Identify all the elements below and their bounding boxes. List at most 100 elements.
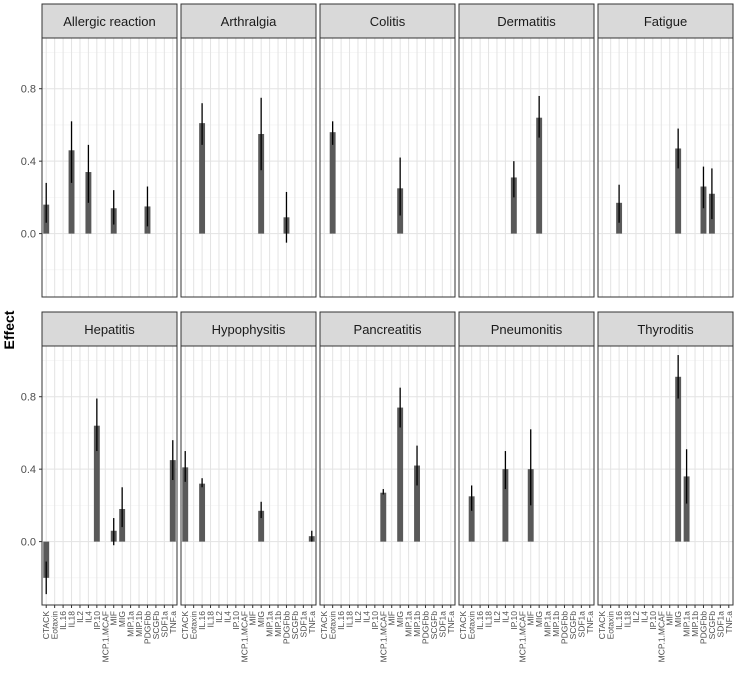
x-tick-label: IL4 [639,611,649,623]
x-tick-label: Eotaxin [467,611,477,640]
x-tick-label: MCP.1.MCAF [378,611,388,662]
x-tick-label: IL18 [67,611,77,628]
bar-MIG [536,117,543,234]
x-tick-label: IL2 [492,611,502,623]
y-axis-title: Effect [1,310,17,349]
x-tick-label: SDF1a [437,611,447,638]
x-tick-label: SCGFb [151,611,161,640]
x-tick-label: TNF.a [446,611,456,634]
facet-title: Fatigue [644,14,687,29]
facet-title: Colitis [370,14,406,29]
plot-area [42,346,177,605]
plot-area [459,38,594,297]
x-tick-label: PDGFbb [559,611,569,644]
x-tick-label: MIG [117,611,127,627]
panel-fatigue: Fatigue [597,3,734,298]
panel-arthralgia: Arthralgia [180,3,317,298]
panel-pneumonitis: Pneumonitis CTACKEotaxinIL.16IL18IL2IL4IP… [458,311,595,662]
facet-strip [458,311,595,347]
x-tick-label: MIP.1b [690,611,700,637]
x-tick-label: Eotaxin [50,611,60,640]
plot-area [320,346,455,605]
x-tick-label: MIP.1a [543,611,553,637]
facet-strip [319,3,456,39]
facet-title: Hypophysitis [212,322,286,337]
x-tick-label: IL2 [75,611,85,623]
x-tick-label: IL2 [631,611,641,623]
x-tick-label: MIF [109,611,119,626]
x-tick-label: MIG [395,611,405,627]
x-tick-label: MIP.1a [265,611,275,637]
x-tick-label: MCP.1.MCAF [100,611,110,662]
bar-IL.16 [199,123,206,234]
panel-border [41,345,178,606]
x-tick-label: MCP.1.MCAF [517,611,527,662]
x-tick-label: MIP.1b [273,611,283,637]
x-tick-label: IL2 [353,611,363,623]
panel-border [180,37,317,298]
facet-title: Thyroditis [637,322,694,337]
x-tick-label: MCP.1.MCAF [239,611,249,662]
panel-border [458,345,595,606]
bar-PDGFbb [700,186,707,234]
facet-title: Pancreatitis [354,322,422,337]
x-tick-label: IP.10 [370,611,380,630]
bar-TNF.a [169,460,176,542]
facet-title: Arthralgia [221,14,277,29]
x-tick-label: IL.16 [58,611,68,630]
x-tick-label: MCP.1.MCAF [656,611,666,662]
panel-hepatitis: Hepatitis0.00.40.8CTACKEotaxinIL.16IL18I… [21,311,178,662]
plot-area [320,38,455,297]
x-tick-label: MIP.1a [126,611,136,637]
panel-dermatitis: Dermatitis [458,3,595,298]
x-tick-label: IP.10 [648,611,658,630]
y-tick-label: 0.4 [21,156,36,168]
facet-strip [41,3,178,39]
x-tick-label: IL18 [206,611,216,628]
x-tick-label: TNF.a [585,611,595,634]
x-tick-label: IP.10 [92,611,102,630]
y-tick-label: 0.8 [21,84,36,96]
panel-allergic-reaction: Allergic reaction 0.0 0.4 0.8 [21,3,178,298]
x-tick-label: MIF [665,611,675,626]
x-tick-label: SDF1a [715,611,725,638]
bar-IL18 [68,150,75,234]
x-tick-label: MIG [256,611,266,627]
bar-MIP.1b [414,465,420,542]
x-tick-label: SCGFb [290,611,300,640]
x-tick-label: MIP.1b [134,611,144,637]
panel-colitis: Colitis [319,3,456,298]
x-tick-label: TNF.a [168,611,178,634]
x-tick-label: MIP.1b [551,611,561,637]
facet-panels: Allergic reaction 0.0 0.4 0.8 Arthralgia Coli… [21,3,734,662]
x-tick-label: SDF1a [159,611,169,638]
x-tick-label: IL4 [500,611,510,623]
x-tick-label: SCGFb [429,611,439,640]
panel-border [597,345,734,606]
plot-area [598,38,733,297]
bar-Eotaxin [468,496,475,542]
facet-strip [180,3,317,39]
y-tick-label: 0.0 [21,537,36,549]
x-tick-label: IL4 [222,611,232,623]
x-tick-label: CTACK [41,611,51,640]
x-tick-label: PDGFbb [698,611,708,644]
facet-strip [41,311,178,347]
x-tick-label: CTACK [319,611,329,640]
panel-thyroditis: Thyroditis CTACKEotaxinIL.16IL18IL2IL4IP.… [597,311,734,662]
x-tick-label: PDGFbb [142,611,152,644]
y-tick-label: 0.8 [21,392,36,404]
x-tick-label: IL4 [361,611,371,623]
x-tick-label: Eotaxin [189,611,199,640]
x-tick-label: TNF.a [724,611,734,634]
bar-MIG [397,407,404,542]
bar-Eotaxin [329,132,336,234]
bar-MCP.1.MCAF [380,492,387,542]
y-tick-label: 0.4 [21,464,36,476]
x-tick-label: MIF [248,611,258,626]
x-tick-label: IL18 [345,611,355,628]
x-tick-label: MIG [673,611,683,627]
facet-strip [319,311,456,347]
x-tick-label: MIP.1a [682,611,692,637]
x-tick-label: MIP.1b [412,611,422,637]
